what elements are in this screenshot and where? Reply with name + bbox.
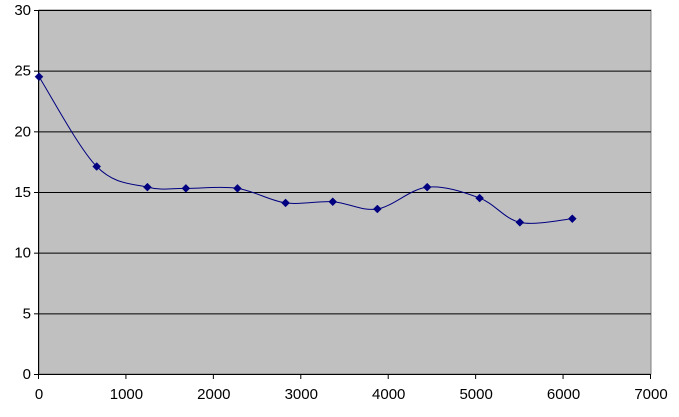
x-tick-label-4: 4000 — [372, 386, 405, 403]
y-tick-label-6: 30 — [14, 2, 31, 19]
data-point-2 — [143, 182, 152, 192]
data-point-5 — [281, 198, 290, 208]
y-tick-label-2: 10 — [14, 245, 31, 262]
data-point-11 — [567, 214, 577, 224]
y-tick-label-3: 15 — [14, 184, 31, 201]
data-point-4 — [233, 184, 242, 193]
y-tick-label-0: 0 — [23, 366, 31, 383]
data-point-6 — [328, 197, 338, 207]
data-point-0 — [34, 72, 44, 82]
data-point-3 — [181, 184, 191, 193]
data-point-9 — [475, 193, 484, 203]
x-tick-label-2: 2000 — [197, 386, 230, 403]
y-axis-tick-labels: 0 5 10 15 20 25 30 — [14, 2, 39, 383]
data-point-10 — [515, 217, 525, 227]
x-axis-tick-labels: 0 1000 2000 3000 4000 5000 6000 7000 — [35, 374, 668, 403]
x-tick-label-5: 5000 — [459, 386, 492, 403]
gridlines — [39, 10, 651, 315]
y-tick-label-5: 25 — [14, 63, 31, 80]
x-tick-label-1: 1000 — [110, 386, 143, 403]
x-tick-label-6: 6000 — [547, 386, 580, 403]
x-tick-label-3: 3000 — [285, 386, 318, 403]
x-tick-label-0: 0 — [35, 386, 43, 403]
series — [34, 72, 577, 227]
y-tick-label-4: 20 — [14, 123, 31, 140]
data-point-8 — [422, 182, 432, 192]
y-tick-label-1: 5 — [23, 305, 31, 322]
data-point-1 — [92, 162, 102, 171]
x-tick-label-7: 7000 — [634, 386, 667, 403]
data-point-7 — [372, 204, 382, 214]
